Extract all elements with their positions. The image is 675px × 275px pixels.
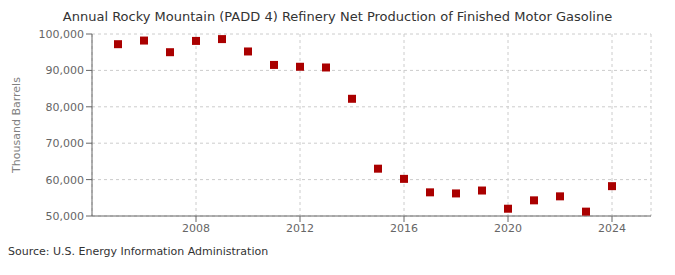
svg-text:100,000: 100,000 xyxy=(39,28,85,41)
svg-text:Thousand Barrels: Thousand Barrels xyxy=(10,77,23,174)
svg-text:70,000: 70,000 xyxy=(46,137,85,150)
html-text:Annual Rocky Mountain (PADD 4): Annual Rocky Mountain (PADD 4) Refinery … xyxy=(62,9,613,24)
svg-text:2024: 2024 xyxy=(598,222,626,235)
svg-text:50,000: 50,000 xyxy=(46,210,85,223)
svg-text:2008: 2008 xyxy=(182,222,210,235)
svg-text:2012: 2012 xyxy=(286,222,314,235)
svg-text:60,000: 60,000 xyxy=(46,174,85,187)
svg-text:80,000: 80,000 xyxy=(46,101,85,114)
svg-text:2020: 2020 xyxy=(494,222,522,235)
svg-text:90,000: 90,000 xyxy=(46,64,85,77)
html-text:Source: U.S. Energy Informatio: Source: U.S. Energy Information Administ… xyxy=(8,245,269,258)
svg-text:2016: 2016 xyxy=(390,222,418,235)
